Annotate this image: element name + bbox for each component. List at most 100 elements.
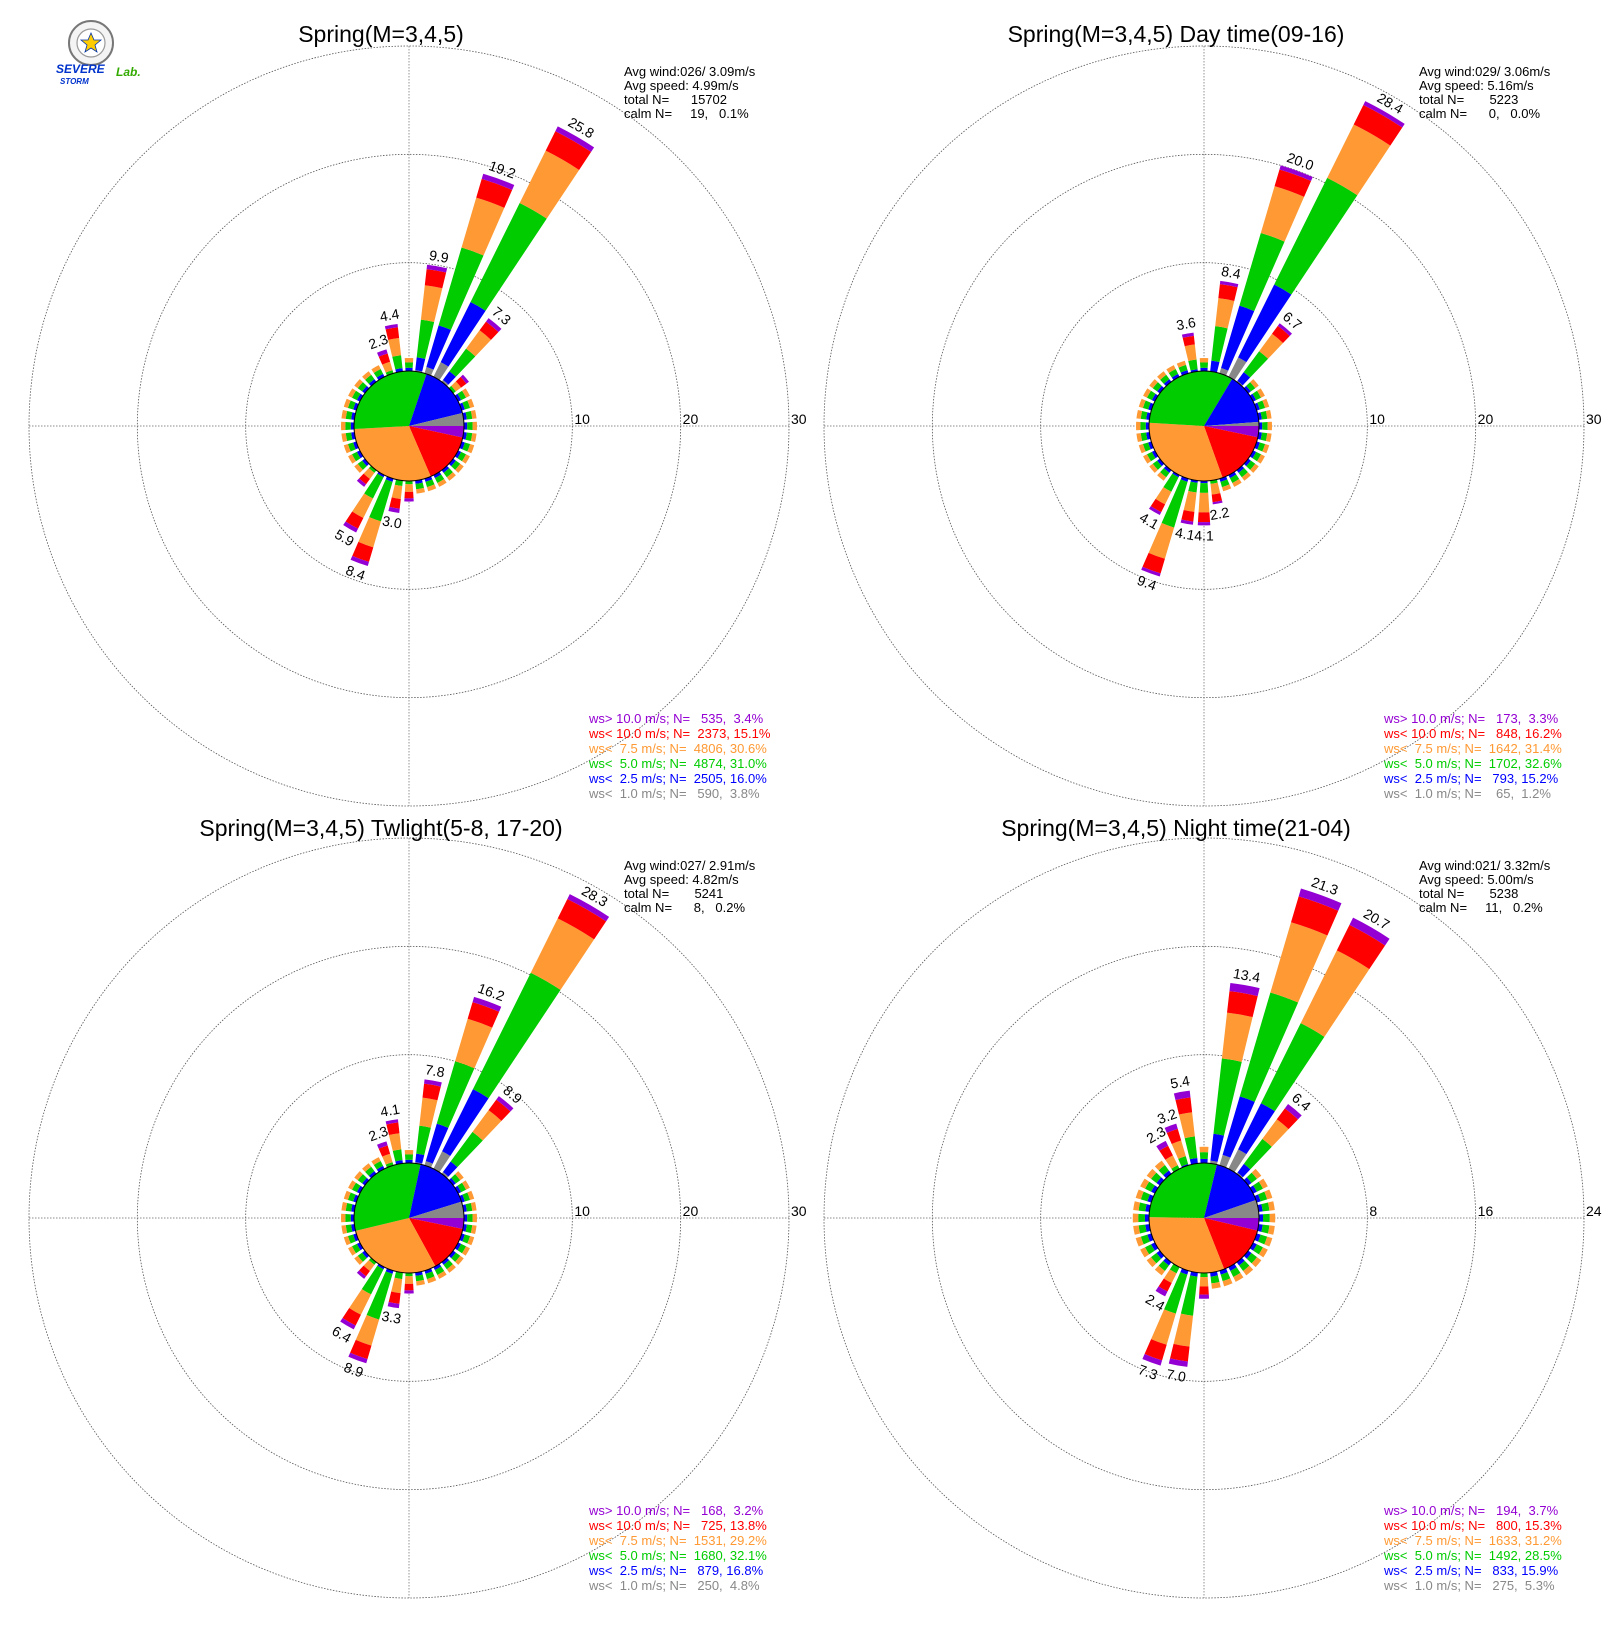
small-bar-segment bbox=[371, 1157, 381, 1165]
small-bar-segment bbox=[472, 421, 477, 431]
bar-segment-ws-lt-10 bbox=[1271, 325, 1290, 344]
bar-segment-ws-lt-7-5 bbox=[382, 361, 393, 373]
small-bar-segment bbox=[433, 1263, 442, 1271]
small-bar-segment bbox=[463, 422, 468, 430]
small-bar-segment bbox=[405, 367, 413, 372]
small-bar-segment bbox=[356, 1185, 364, 1194]
small-bar-segment bbox=[354, 1171, 363, 1181]
bar-segment-ws-lt-10 bbox=[1199, 1286, 1209, 1295]
small-bar-segment bbox=[368, 379, 377, 387]
small-bar-segment bbox=[451, 460, 461, 470]
bar-segment-ws-lt-7-5 bbox=[388, 337, 402, 357]
small-bar-segment bbox=[454, 450, 462, 459]
small-bar-segment bbox=[1146, 1168, 1157, 1179]
small-bar-segment bbox=[426, 484, 437, 492]
small-bar-segment bbox=[465, 411, 473, 420]
bar-segment-ws-lt-2-5 bbox=[1210, 360, 1220, 373]
small-bar-segment bbox=[1142, 442, 1151, 452]
ring-label-24: 24 bbox=[1586, 1203, 1602, 1219]
bar-segment-ws-lt-5 bbox=[394, 479, 403, 487]
bar-segment-ws-lt-5 bbox=[416, 319, 435, 359]
small-bar-segment bbox=[415, 1274, 424, 1282]
bar-segment-ws-gt-10 bbox=[1141, 566, 1161, 577]
small-bar-segment bbox=[365, 374, 375, 384]
small-bar-segment bbox=[1136, 433, 1143, 442]
bar-segment-ws-gt-10 bbox=[404, 498, 414, 502]
calm-pie-slice-ws-lt-2-5 bbox=[1204, 378, 1259, 426]
small-bar-segment bbox=[1257, 454, 1265, 464]
logo-text-lab: Lab. bbox=[116, 65, 141, 79]
bar-label-350: 5.4 bbox=[1169, 1072, 1191, 1091]
bar-segment-ws-lt-5 bbox=[361, 1265, 384, 1295]
bar-segment-ws-lt-7-5 bbox=[363, 1260, 375, 1271]
small-bar-segment bbox=[1143, 454, 1151, 464]
legend-item-ws-lt-1: ws< 1.0 m/s; N= 250, 4.8% bbox=[588, 1578, 760, 1593]
bar-label-10: 9.9 bbox=[428, 247, 450, 266]
bar-segment-ws-lt-7-5 bbox=[1171, 1140, 1186, 1159]
small-bar-segment bbox=[348, 1246, 356, 1256]
ring-label-20: 20 bbox=[683, 1203, 699, 1219]
bar-segment-ws-lt-2-5 bbox=[1190, 369, 1198, 373]
small-bar-segment bbox=[434, 474, 445, 484]
bar-segment-ws-lt-2-5 bbox=[385, 476, 394, 482]
small-bar-segment bbox=[1251, 1257, 1262, 1268]
bar-label-200: 8.9 bbox=[342, 1359, 366, 1381]
bar-segment-ws-gt-10 bbox=[1197, 521, 1211, 526]
small-bar-segment bbox=[1233, 1272, 1244, 1282]
small-bar-segment bbox=[425, 479, 435, 488]
bar-segment-ws-lt-10 bbox=[404, 1283, 414, 1291]
small-bar-segment bbox=[1199, 1152, 1209, 1160]
small-bar-segment bbox=[1143, 388, 1151, 398]
stat-avg-wind: Avg wind:021/ 3.32m/s bbox=[1419, 858, 1551, 873]
bar-label-200: 8.4 bbox=[344, 562, 368, 584]
small-bar-segment bbox=[347, 1192, 356, 1202]
small-bar-segment bbox=[351, 451, 361, 462]
small-bar-segment bbox=[1140, 411, 1148, 420]
calm-circle bbox=[353, 370, 465, 482]
stat-calm: calm N= 19, 0.1% bbox=[624, 106, 749, 121]
bar-segment-ws-lt-2-5 bbox=[1210, 1133, 1224, 1162]
bar-segment-ws-lt-2-5 bbox=[1172, 471, 1180, 478]
small-bar-segment bbox=[341, 1225, 348, 1234]
small-bar-segment bbox=[462, 442, 471, 452]
bar-segment-ws-lt-5 bbox=[1239, 992, 1299, 1102]
small-bar-segment bbox=[1221, 484, 1232, 492]
bar-segment-ws-lt-5 bbox=[1161, 479, 1188, 528]
calm-pie-slice-ws-gt-10 bbox=[409, 426, 464, 438]
small-bar-segment bbox=[437, 1271, 447, 1279]
bar-segment-ws-gt-10 bbox=[1284, 1103, 1302, 1120]
small-bar-segment bbox=[467, 1190, 475, 1201]
small-bar-segment bbox=[462, 1246, 470, 1256]
small-bar-segment bbox=[1265, 410, 1272, 419]
bar-segment-ws-lt-2-5 bbox=[440, 302, 486, 367]
small-bar-segment bbox=[1249, 1185, 1257, 1194]
small-bar-segment bbox=[1253, 1181, 1263, 1192]
small-bar-segment bbox=[1146, 451, 1156, 462]
calm-pie-slice-ws-gt-10 bbox=[1204, 426, 1259, 438]
bar-segment-ws-lt-1 bbox=[433, 362, 449, 381]
panel-title: Spring(M=3,4,5) Night time(21-04) bbox=[1001, 815, 1351, 841]
small-bar-segment bbox=[1228, 471, 1237, 479]
legend-item-ws-gt-10: ws> 10.0 m/s; N= 173, 3.3% bbox=[1383, 711, 1559, 726]
ring-label-30: 30 bbox=[791, 1203, 807, 1219]
bar-segment-ws-lt-10 bbox=[476, 178, 513, 208]
small-bar-segment bbox=[1222, 1278, 1233, 1287]
small-bar-segment bbox=[455, 1255, 464, 1265]
small-bar-segment bbox=[1243, 1265, 1254, 1276]
bar-segment-ws-lt-10 bbox=[1159, 1145, 1173, 1160]
small-bar-segment bbox=[470, 410, 477, 419]
small-bar-segment bbox=[467, 398, 475, 409]
small-bar-segment bbox=[1138, 398, 1146, 409]
bar-segment-ws-lt-5 bbox=[1200, 1272, 1208, 1278]
bar-segment-ws-lt-10 bbox=[557, 898, 607, 940]
small-bar-segment bbox=[343, 1190, 351, 1201]
small-bar-segment bbox=[1168, 368, 1179, 378]
bar-label-340: 2.3 bbox=[366, 1123, 390, 1145]
small-bar-segment bbox=[1145, 422, 1150, 430]
small-bar-segment bbox=[1253, 1244, 1263, 1255]
bar-segment-ws-gt-10 bbox=[387, 1301, 400, 1309]
bar-segment-ws-gt-10 bbox=[481, 173, 515, 190]
bar-segment-ws-lt-7-5 bbox=[1262, 1119, 1289, 1147]
calm-pie-slice-ws-lt-10 bbox=[409, 1218, 463, 1267]
small-bar-segment bbox=[351, 1243, 361, 1254]
